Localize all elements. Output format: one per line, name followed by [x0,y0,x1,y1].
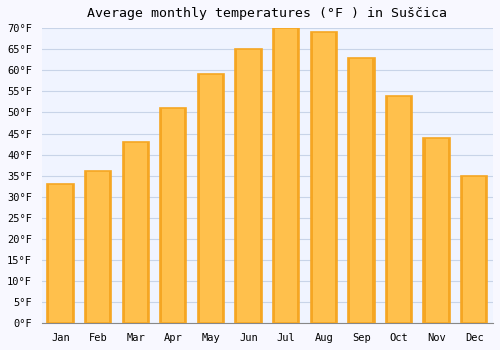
Bar [198,75,224,323]
Bar [335,32,337,323]
Bar [386,96,388,323]
Bar [297,28,300,323]
Bar [48,184,50,323]
Bar [160,108,186,323]
Bar [424,138,450,323]
Bar [122,142,149,323]
Bar [236,49,262,323]
Bar [198,75,200,323]
Bar [85,172,87,323]
Bar [273,28,275,323]
Bar [109,172,112,323]
Bar [222,75,224,323]
Bar [48,184,74,323]
Bar [184,108,186,323]
Bar [236,49,238,323]
Bar [160,108,162,323]
Bar [410,96,412,323]
Bar [372,58,374,323]
Bar [461,176,463,323]
Bar [424,138,426,323]
Bar [273,28,299,323]
Title: Average monthly temperatures (°F ) in Suščica: Average monthly temperatures (°F ) in Su… [88,7,448,20]
Bar [85,172,112,323]
Bar [448,138,450,323]
Bar [310,32,312,323]
Bar [260,49,262,323]
Bar [486,176,488,323]
Bar [72,184,74,323]
Bar [348,58,374,323]
Bar [122,142,124,323]
Bar [386,96,412,323]
Bar [310,32,337,323]
Bar [461,176,487,323]
Bar [147,142,149,323]
Bar [348,58,350,323]
